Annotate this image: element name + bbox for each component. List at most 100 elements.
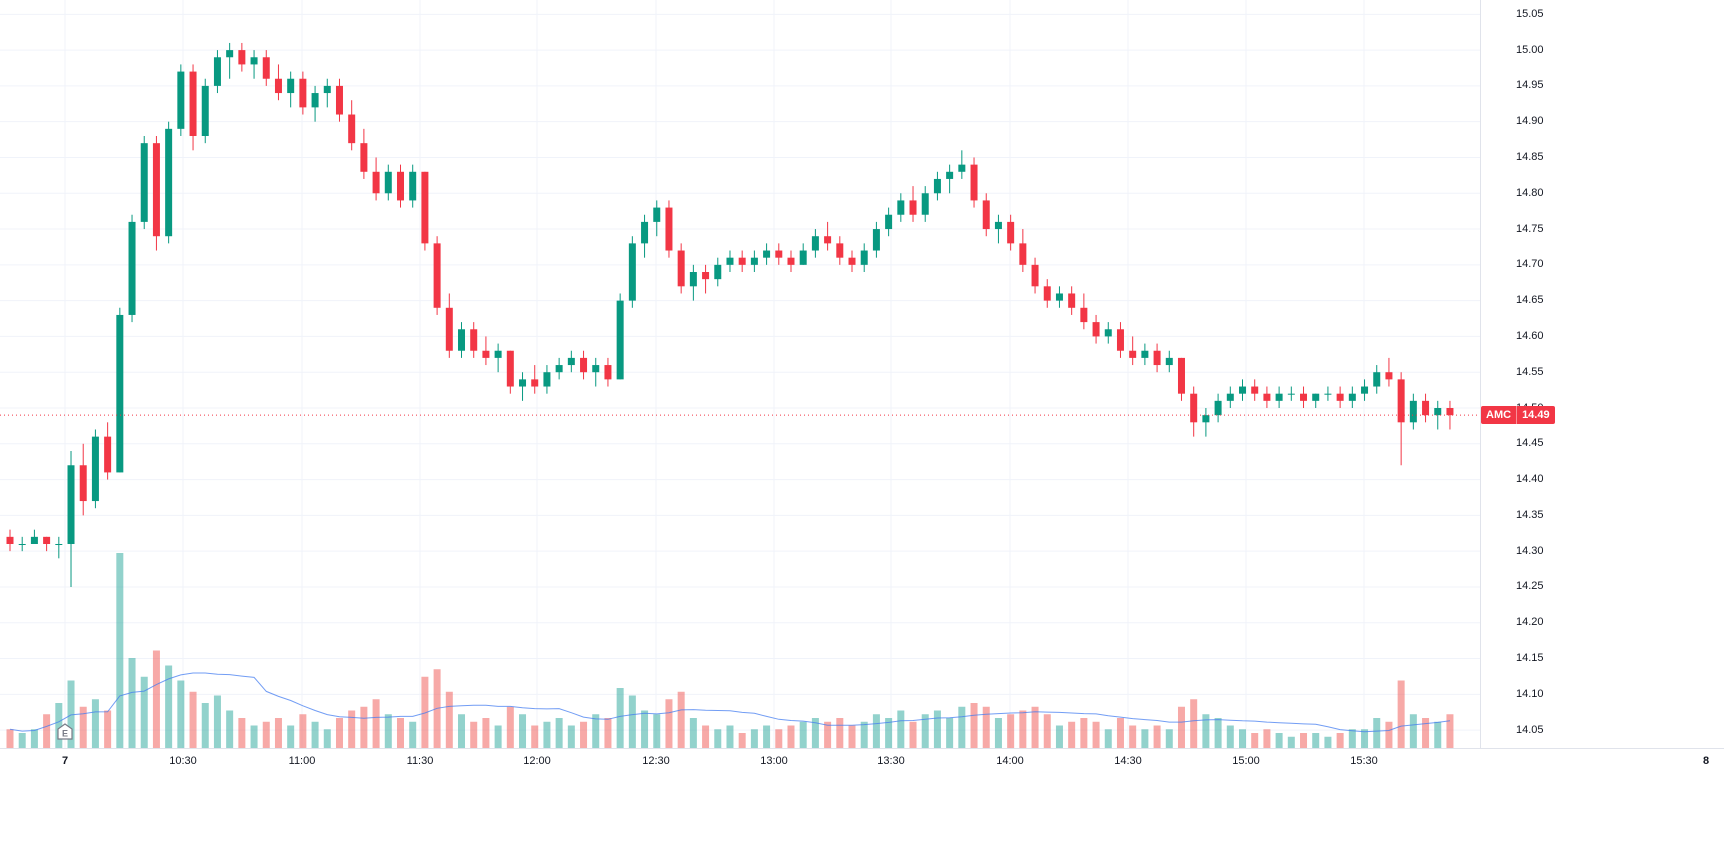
time-tick-label: 14:30 bbox=[1114, 755, 1142, 767]
candle-body bbox=[213, 57, 221, 86]
candle-body bbox=[750, 257, 758, 265]
volume-bar bbox=[970, 703, 978, 748]
volume-bar bbox=[1422, 718, 1430, 748]
candle-body bbox=[104, 436, 112, 473]
candle-body bbox=[165, 128, 173, 237]
candle-body bbox=[702, 272, 710, 280]
price-tick-label: 14.40 bbox=[1516, 473, 1544, 486]
volume-bar bbox=[1092, 721, 1100, 748]
candle-body bbox=[555, 365, 563, 373]
candle-body bbox=[458, 329, 466, 351]
volume-bar bbox=[750, 729, 758, 748]
volume-bar bbox=[140, 676, 148, 748]
candle-body bbox=[885, 214, 893, 230]
candle-body bbox=[238, 50, 246, 65]
time-scale[interactable]: 7 10:30 11:00 11:30 12:00 12:30 13:00 13:30 14:0… bbox=[0, 748, 1724, 853]
candle-body bbox=[1177, 357, 1185, 394]
candle-body bbox=[43, 536, 51, 544]
volume-bar bbox=[860, 721, 868, 748]
volume-bar bbox=[1239, 729, 1247, 748]
candle-body bbox=[1104, 329, 1112, 337]
candle-body bbox=[531, 379, 539, 387]
candle-body bbox=[1336, 393, 1344, 401]
candle-body bbox=[91, 436, 99, 502]
volume-bar bbox=[885, 718, 893, 748]
candle-body bbox=[360, 143, 368, 172]
volume-bar bbox=[409, 721, 417, 748]
candle-body bbox=[1434, 408, 1442, 416]
volume-bar bbox=[1348, 729, 1356, 748]
candle-body bbox=[79, 465, 87, 502]
candle-body bbox=[714, 264, 722, 280]
volume-bar bbox=[128, 658, 136, 748]
candle-body bbox=[982, 200, 990, 230]
volume-bar bbox=[872, 714, 880, 748]
candle-body bbox=[1031, 264, 1039, 287]
candle-body bbox=[1324, 393, 1332, 395]
volume-bar bbox=[91, 699, 99, 748]
candlestick-chart[interactable]: E bbox=[0, 0, 1480, 748]
time-tick-label: 8 bbox=[1702, 755, 1710, 767]
volume-bar bbox=[580, 721, 588, 748]
volume-bar bbox=[994, 718, 1002, 748]
price-scale[interactable]: 15.05 15.00 14.95 14.90 14.85 14.80 14.75 14.70… bbox=[1480, 0, 1724, 748]
price-tick-label: 14.70 bbox=[1516, 258, 1544, 271]
volume-bar bbox=[152, 650, 160, 748]
volume-bar bbox=[165, 665, 173, 748]
candle-body bbox=[738, 257, 746, 265]
volume-bar bbox=[726, 725, 734, 748]
volume-bar bbox=[79, 706, 87, 748]
volume-bar bbox=[1409, 714, 1417, 748]
candle-body bbox=[1007, 221, 1015, 244]
candle-body bbox=[1251, 386, 1259, 394]
volume-bar bbox=[1202, 714, 1210, 748]
time-tick-label: 7 bbox=[61, 755, 69, 767]
volume-bar bbox=[348, 710, 356, 748]
candle-body bbox=[470, 329, 478, 351]
last-price-label: AMC 14.49 bbox=[1481, 406, 1555, 425]
candle-body bbox=[335, 85, 343, 115]
candle-body bbox=[799, 250, 807, 265]
candle-body bbox=[763, 250, 771, 258]
volume-bar bbox=[946, 718, 954, 748]
volume-bar bbox=[763, 725, 771, 748]
candle-body bbox=[946, 171, 954, 179]
volume-bar bbox=[933, 710, 941, 748]
volume-bar bbox=[689, 718, 697, 748]
volume-bar bbox=[1226, 725, 1234, 748]
volume-bar bbox=[1153, 725, 1161, 748]
volume-bar bbox=[287, 725, 295, 748]
volume-bar bbox=[30, 729, 38, 748]
volume-bar bbox=[958, 706, 966, 748]
volume-bar bbox=[104, 710, 112, 748]
price-tick-label: 14.25 bbox=[1516, 580, 1544, 593]
volume-bar bbox=[653, 714, 661, 748]
candle-body bbox=[604, 365, 612, 380]
candle-body bbox=[824, 236, 832, 244]
volume-bar bbox=[335, 718, 343, 748]
candle-body bbox=[726, 257, 734, 265]
candle-body bbox=[836, 243, 844, 258]
volume-bar bbox=[897, 710, 905, 748]
candle-body bbox=[677, 250, 685, 287]
price-tick-label: 14.05 bbox=[1516, 723, 1544, 736]
volume-bar bbox=[1300, 733, 1308, 748]
volume-bar bbox=[1068, 721, 1076, 748]
candle-body bbox=[616, 300, 624, 380]
earnings-marker-shape bbox=[57, 723, 73, 740]
price-tick-label: 14.35 bbox=[1516, 508, 1544, 521]
volume-bar bbox=[458, 714, 466, 748]
price-tick-label: 14.15 bbox=[1516, 652, 1544, 665]
volume-bar bbox=[1373, 718, 1381, 748]
volume-bar bbox=[982, 706, 990, 748]
volume-bar bbox=[909, 721, 917, 748]
volume-bar bbox=[555, 718, 563, 748]
candle-body bbox=[323, 85, 331, 94]
time-tick-label: 11:00 bbox=[288, 755, 316, 767]
candle-body bbox=[811, 236, 819, 251]
volume-bar bbox=[1434, 721, 1442, 748]
volume-bar bbox=[201, 703, 209, 748]
candle-body bbox=[152, 143, 160, 237]
volume-bar bbox=[836, 718, 844, 748]
candle-body bbox=[1214, 400, 1222, 416]
